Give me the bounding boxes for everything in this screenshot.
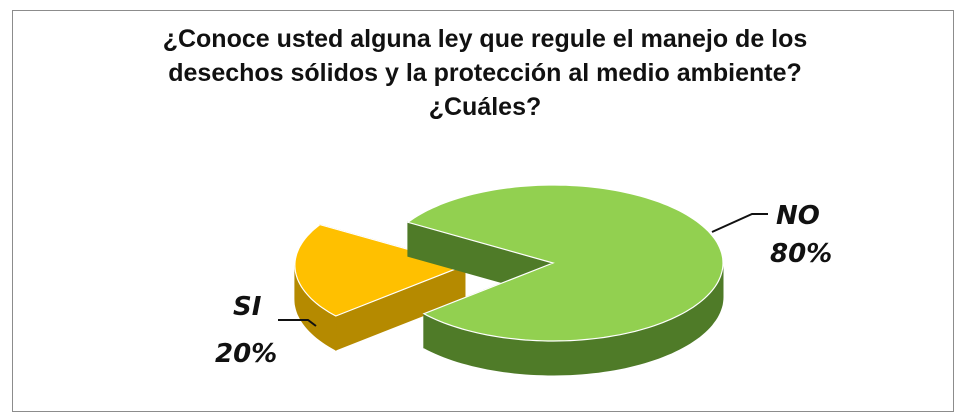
pie-slices: [294, 184, 724, 376]
slice-no-top: [406, 184, 724, 342]
chart-title: ¿Conoce usted alguna ley que regule el m…: [0, 22, 970, 124]
chart-title-line-1: ¿Conoce usted alguna ley que regule el m…: [162, 25, 808, 53]
slice-value-no: 80%: [770, 239, 832, 269]
slice-value-si: 20%: [215, 339, 277, 369]
chart-title-line-2: desechos sólidos y la protección al medi…: [168, 59, 802, 87]
chart-title-line-3: ¿Cuáles?: [428, 93, 542, 121]
leader-line-no: [711, 213, 768, 233]
leader-line-si: [278, 319, 317, 327]
slice-label-si: SI: [233, 292, 262, 322]
slice-si-top: [294, 223, 467, 317]
slice-label-no: NO: [776, 201, 820, 231]
